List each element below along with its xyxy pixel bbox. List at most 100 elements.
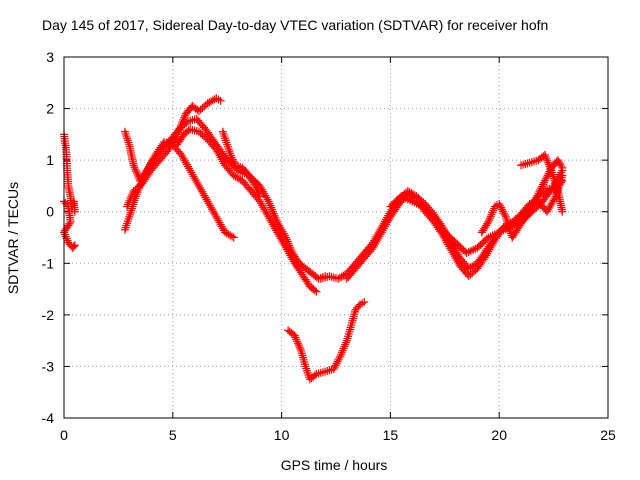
y-tick-label: -2 xyxy=(42,307,55,323)
data-point xyxy=(310,371,319,380)
data-point xyxy=(227,232,236,241)
data-point xyxy=(531,195,540,204)
data-point xyxy=(254,190,263,199)
data-point xyxy=(505,225,514,234)
data-point xyxy=(497,203,506,212)
data-point xyxy=(552,182,561,191)
y-tick-label: -4 xyxy=(42,410,55,426)
data-point xyxy=(486,212,495,221)
series-s5 xyxy=(123,94,225,211)
data-point xyxy=(70,241,79,250)
data-point xyxy=(337,348,346,357)
data-point xyxy=(129,161,138,170)
data-point xyxy=(338,346,347,355)
data-point xyxy=(550,174,559,183)
data-point xyxy=(294,341,303,350)
series-s12 xyxy=(477,156,567,242)
data-point xyxy=(539,178,548,187)
data-point xyxy=(254,188,263,197)
data-point xyxy=(335,273,344,282)
data-point xyxy=(503,216,512,225)
data-point xyxy=(174,128,183,137)
data-point xyxy=(539,180,548,189)
data-point xyxy=(335,353,344,362)
y-tick-label: 1 xyxy=(46,152,54,168)
data-point xyxy=(334,274,343,283)
y-tick-label: -1 xyxy=(42,255,55,271)
data-marks xyxy=(60,94,567,384)
data-point xyxy=(255,192,264,201)
data-point xyxy=(536,185,545,194)
data-point xyxy=(502,214,511,223)
data-point xyxy=(267,203,276,212)
data-point xyxy=(501,212,510,221)
x-tick-label: 5 xyxy=(169,427,177,443)
data-point xyxy=(526,204,535,213)
data-point xyxy=(339,344,348,353)
series-s7 xyxy=(218,127,264,201)
data-point xyxy=(541,152,550,161)
data-point xyxy=(543,171,552,180)
data-point xyxy=(281,233,290,242)
data-point xyxy=(558,207,567,216)
data-point xyxy=(333,357,342,366)
data-point xyxy=(128,190,136,199)
data-point xyxy=(503,219,512,228)
data-point xyxy=(123,200,132,209)
data-point xyxy=(292,335,301,344)
data-point xyxy=(543,156,552,165)
data-point xyxy=(226,231,235,240)
data-point xyxy=(545,162,554,171)
data-point xyxy=(534,189,543,198)
data-point xyxy=(205,98,214,107)
data-point xyxy=(130,163,139,172)
data-point xyxy=(506,227,515,236)
data-point xyxy=(207,97,216,106)
x-tick-label: 0 xyxy=(60,427,68,443)
data-point xyxy=(557,161,566,170)
data-point xyxy=(175,124,184,133)
data-point xyxy=(222,229,231,238)
data-point xyxy=(464,264,473,273)
data-point xyxy=(177,120,186,129)
x-axis-title: GPS time / hours xyxy=(281,457,388,473)
data-point xyxy=(282,235,291,244)
data-point xyxy=(250,180,259,189)
data-point xyxy=(280,231,289,240)
data-point xyxy=(504,221,513,230)
data-point xyxy=(360,297,369,306)
data-point xyxy=(123,202,132,211)
data-point xyxy=(547,166,556,175)
data-point xyxy=(269,209,278,218)
series-s1 xyxy=(60,130,79,216)
data-point xyxy=(126,194,135,203)
data-point xyxy=(127,204,136,213)
data-point xyxy=(489,206,498,215)
x-tick-labels: 0 5 10 15 20 25 xyxy=(60,427,616,443)
data-point xyxy=(540,150,549,159)
plot-border xyxy=(63,56,609,419)
data-point xyxy=(484,218,493,227)
x-tick-label: 20 xyxy=(491,427,507,443)
y-tick-labels: -4 -3 -2 -1 0 1 2 3 xyxy=(42,49,55,426)
data-point xyxy=(528,200,537,209)
data-point xyxy=(310,286,319,295)
data-point xyxy=(496,201,505,210)
data-point xyxy=(178,117,187,126)
data-point xyxy=(132,169,141,178)
data-point xyxy=(500,211,509,220)
data-point xyxy=(270,211,279,220)
data-point xyxy=(131,165,140,174)
data-point xyxy=(499,209,508,218)
data-point xyxy=(329,365,338,374)
data-point xyxy=(334,355,343,364)
data-point xyxy=(133,170,142,179)
data-point xyxy=(224,230,233,239)
data-point xyxy=(546,164,555,173)
data-point xyxy=(234,174,243,183)
data-point xyxy=(252,183,261,192)
data-point xyxy=(272,215,281,224)
data-point xyxy=(407,191,416,200)
